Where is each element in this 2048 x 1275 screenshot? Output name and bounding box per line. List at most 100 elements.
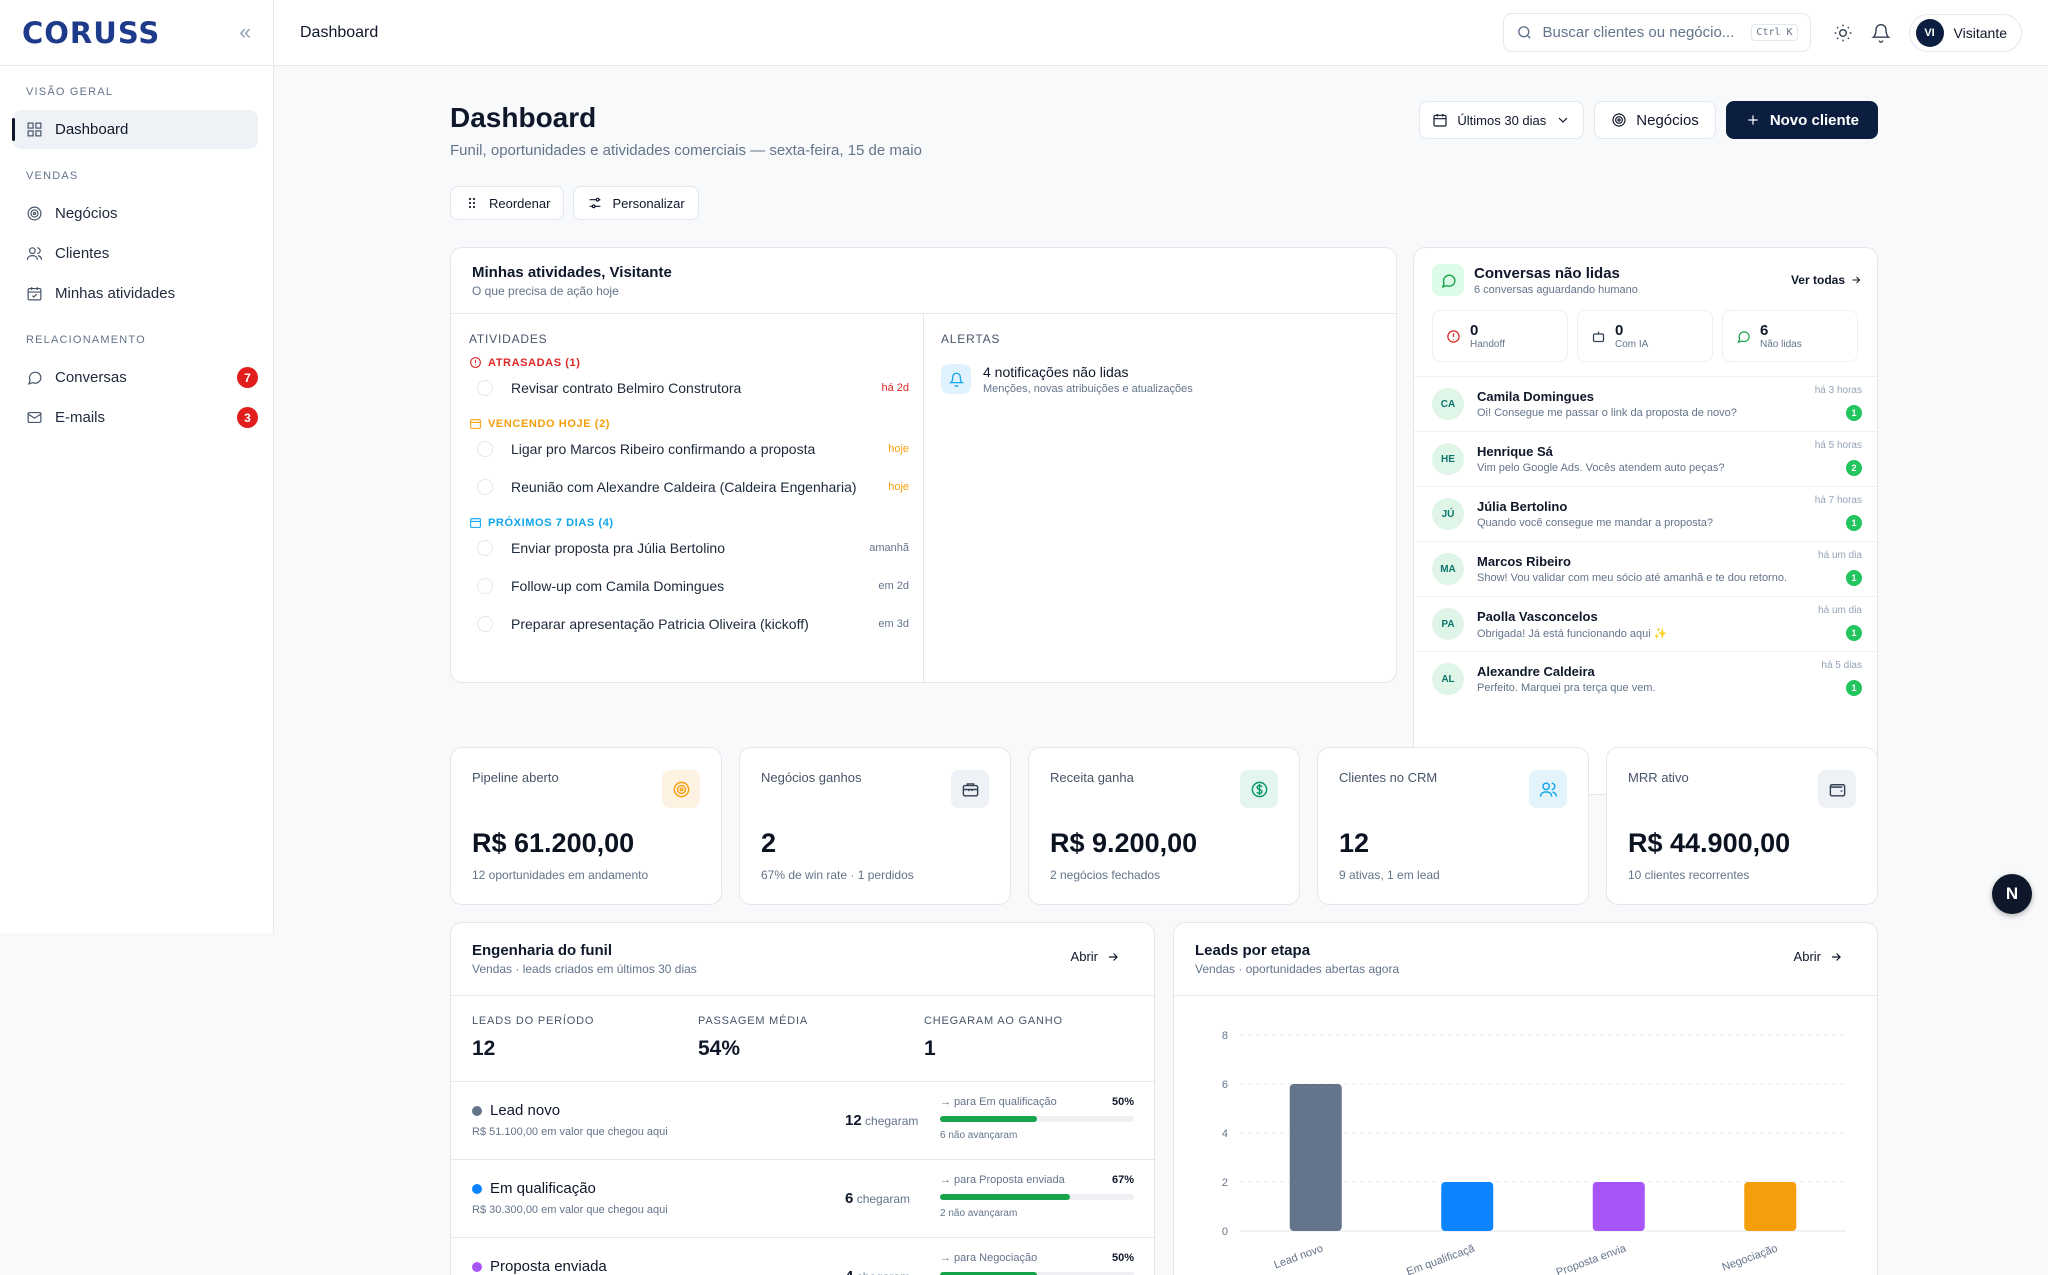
conversation-row[interactable]: PA Paolla Vasconcelos Obrigada! Já está fu…	[1414, 596, 1877, 651]
activities-title: Minhas atividades, Visitante	[472, 264, 672, 281]
chat-icon	[1432, 264, 1464, 296]
activity-checkbox[interactable]	[477, 479, 493, 495]
conversation-text: Alexandre Caldeira Perfeito. Marquei pra …	[1477, 664, 1656, 694]
conversation-preview: Show! Vou validar com meu sócio até aman…	[1477, 572, 1788, 584]
activity-checkbox[interactable]	[477, 441, 493, 457]
conversation-row[interactable]: MA Marcos Ribeiro Show! Vou validar com me…	[1414, 541, 1877, 596]
conversion-bar-fill	[940, 1194, 1070, 1200]
deals-button[interactable]: Negócios	[1594, 101, 1716, 139]
sidebar-item-label: Minhas atividades	[55, 285, 176, 302]
sidebar-item-label: Conversas	[55, 369, 127, 386]
sidebar-item-clientes[interactable]: Clientes	[13, 234, 258, 273]
overdue-group: ATRASADAS (1)	[469, 356, 909, 369]
plus-icon	[1748, 115, 1758, 125]
conversion-bar-fill	[940, 1116, 1037, 1122]
conversation-preview: Vim pelo Google Ads. Vocês atendem auto …	[1477, 462, 1725, 474]
sliders-icon	[590, 197, 601, 209]
new-client-button[interactable]: Novo cliente	[1725, 101, 1878, 139]
y-tick-label: 2	[1222, 1177, 1228, 1189]
conversation-row[interactable]: JÚ Júlia Bertolino Quando você consegue me…	[1414, 486, 1877, 541]
assistant-fab[interactable]: N	[1992, 874, 2032, 914]
stage-value: R$ 30.300,00 em valor que chegou aqui	[472, 1204, 668, 1216]
notifications-alert[interactable]: 4 notificações não lidas Menções, novas …	[941, 364, 1381, 395]
conversation-row[interactable]: HE Henrique Sá Vim pelo Google Ads. Vocês …	[1414, 431, 1877, 486]
bar[interactable]	[1744, 1182, 1797, 1231]
funnel-open-button[interactable]: Abrir	[1071, 949, 1120, 964]
activity-item[interactable]: Preparar apresentação Patricia Oliveira …	[469, 605, 909, 643]
activity-item[interactable]: Ligar pro Marcos Ribeiro confirmando a p…	[469, 430, 909, 468]
activity-item[interactable]: Enviar proposta pra Júlia Bertolino amanh…	[469, 529, 909, 567]
open-label: Abrir	[1793, 949, 1821, 964]
activity-checkbox[interactable]	[477, 616, 493, 632]
page-subtitle: Funil, oportunidades e atividades comerc…	[450, 142, 922, 159]
sidebar-item-emails[interactable]: E-mails 3	[13, 398, 258, 437]
search-input[interactable]: Buscar clientes ou negócio... Ctrl K	[1502, 13, 1811, 52]
conversation-row[interactable]: AL Alexandre Caldeira Perfeito. Marquei pr…	[1414, 651, 1877, 706]
bar[interactable]	[1289, 1084, 1342, 1231]
activity-item[interactable]: Revisar contrato Belmiro Construtora há 2…	[469, 369, 909, 407]
conversation-time: há 7 horas	[1814, 495, 1862, 506]
conversion-bar-fill	[940, 1272, 1037, 1275]
wallet-icon	[1818, 770, 1856, 808]
avatar: PA	[1432, 608, 1464, 640]
brand-logo[interactable]: CORUSS	[22, 15, 161, 50]
metric-passage: PASSAGEM MÉDIA 54%	[698, 1015, 924, 1061]
sidebar-item-atividades[interactable]: Minhas atividades	[13, 274, 258, 313]
reorder-label: Reordenar	[489, 195, 551, 211]
avatar: MA	[1432, 553, 1464, 585]
bot-icon	[1592, 331, 1605, 342]
conversation-text: Paolla Vasconcelos Obrigada! Já está func…	[1477, 609, 1667, 640]
activity-due: hoje	[888, 443, 909, 455]
stage-label: Lead novo	[490, 1102, 561, 1119]
conversation-name: Henrique Sá	[1477, 444, 1553, 459]
calendar-icon	[1433, 114, 1447, 127]
funnel-metrics: LEADS DO PERÍODO 12 PASSAGEM MÉDIA 54% CHE…	[472, 1015, 1150, 1061]
funnel-title: Engenharia do funil	[472, 942, 613, 959]
kpi-label: Pipeline aberto	[472, 770, 559, 785]
sidebar-item-label: E-mails	[55, 409, 106, 426]
activity-item[interactable]: Reunião com Alexandre Caldeira (Caldeira…	[469, 468, 909, 506]
bar[interactable]	[1592, 1182, 1645, 1231]
reorder-button[interactable]: Reordenar	[450, 186, 565, 220]
user-menu[interactable]: VI Visitante	[1908, 13, 2022, 52]
alerts-column-header: ALERTAS	[941, 332, 1001, 346]
leads-open-button[interactable]: Abrir	[1794, 949, 1843, 964]
conversation-row[interactable]: CA Camila Domingues Oi! Consegue me passar…	[1414, 376, 1877, 431]
kpi-value: 12	[1339, 828, 1370, 858]
customize-label: Personalizar	[612, 195, 685, 211]
activity-checkbox[interactable]	[477, 380, 493, 396]
stage-dot	[472, 1183, 482, 1194]
theme-toggle-icon[interactable]	[1833, 23, 1853, 43]
kpi-note: 2 negócios fechados	[1050, 868, 1161, 882]
activity-checkbox[interactable]	[477, 578, 493, 594]
conversion-bar	[940, 1116, 1134, 1122]
today-label: VENCENDO HOJE (2)	[488, 417, 611, 430]
stage-label: Proposta enviada	[490, 1258, 607, 1275]
activities-subtitle: O que precisa de ação hoje	[472, 284, 619, 298]
activity-text: Follow-up com Camila Domingues	[511, 578, 725, 594]
drag-handle-icon	[468, 197, 476, 209]
alert-subtitle: Menções, novas atribuições e atualizaçõe…	[983, 383, 1193, 395]
period-select[interactable]: Últimos 30 dias	[1419, 101, 1585, 139]
activity-text: Ligar pro Marcos Ribeiro confirmando a p…	[511, 441, 816, 457]
bell-icon[interactable]	[1870, 23, 1891, 43]
logo-row: CORUSS «	[0, 0, 273, 66]
see-all-link[interactable]: Ver todas	[1791, 273, 1862, 287]
activity-item[interactable]: Follow-up com Camila Domingues em 2d	[469, 567, 909, 605]
stage-percent: 50%	[1111, 1252, 1134, 1264]
conversion-bar	[940, 1194, 1134, 1200]
sidebar-item-dashboard[interactable]: Dashboard	[12, 110, 258, 149]
stat-label: Handoff	[1470, 339, 1505, 350]
customize-button[interactable]: Personalizar	[573, 186, 699, 220]
bar[interactable]	[1441, 1182, 1494, 1231]
avatar: HE	[1432, 443, 1464, 475]
metric-label: PASSAGEM MÉDIA	[698, 1015, 809, 1027]
sidebar-item-negocios[interactable]: Negócios	[13, 194, 258, 233]
kpi-label: Receita ganha	[1050, 770, 1134, 785]
stage-percent: 50%	[1111, 1096, 1134, 1108]
x-tick-label: Lead novo	[1272, 1243, 1324, 1272]
collapse-sidebar-icon[interactable]: «	[239, 20, 251, 44]
activity-checkbox[interactable]	[477, 540, 493, 556]
sidebar-item-conversas[interactable]: Conversas 7	[13, 358, 258, 397]
activity-text: Reunião com Alexandre Caldeira (Caldeira…	[511, 479, 857, 495]
